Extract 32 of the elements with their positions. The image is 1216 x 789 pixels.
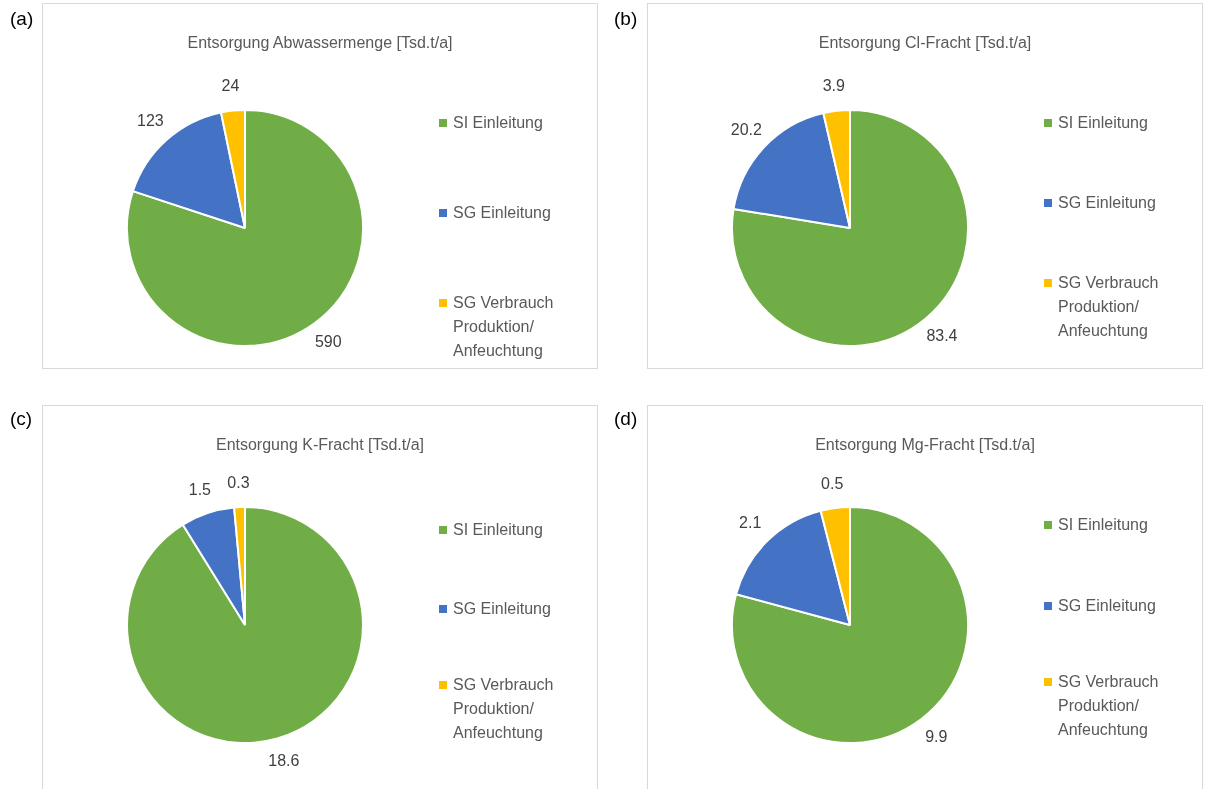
data-label: 83.4 bbox=[926, 326, 958, 344]
chart-title: Entsorgung Abwassermenge [Tsd.t/a] bbox=[186, 34, 454, 52]
data-label: 20.2 bbox=[730, 121, 763, 139]
data-label: 24 bbox=[221, 77, 240, 95]
text: (a) bbox=[10, 8, 34, 30]
text: (d) bbox=[614, 408, 638, 430]
legend-label: SG Einleitung bbox=[1058, 596, 1156, 616]
legend-label: SI Einleitung bbox=[453, 113, 543, 133]
data-label: 3.9 bbox=[822, 77, 846, 95]
legend-label: SG Verbrauch Produktion/ Anfeuchtung bbox=[453, 675, 555, 743]
legend-label: SG Verbrauch Produktion/ Anfeuchtung bbox=[1058, 273, 1160, 341]
chart-title: Entsorgung Cl-Fracht [Tsd.t/a] bbox=[817, 34, 1033, 52]
data-label: 2.1 bbox=[739, 514, 762, 532]
legend-label: SG Einleitung bbox=[1058, 193, 1156, 213]
data-label: 0.3 bbox=[227, 473, 250, 491]
legend-label: SG Einleitung bbox=[453, 599, 551, 619]
legend-label: SG Verbrauch Produktion/ Anfeuchtung bbox=[453, 293, 555, 361]
chart-title: Entsorgung Mg-Fracht [Tsd.t/a] bbox=[814, 436, 1036, 454]
chart-title: Entsorgung K-Fracht [Tsd.t/a] bbox=[214, 436, 426, 454]
legend-label: SI Einleitung bbox=[453, 520, 543, 540]
data-label: 590 bbox=[314, 333, 342, 351]
text: (c) bbox=[10, 408, 33, 430]
legend-label: SG Einleitung bbox=[453, 203, 551, 223]
legend-label: SI Einleitung bbox=[1058, 515, 1148, 535]
data-label: 123 bbox=[137, 112, 164, 130]
data-label: 9.9 bbox=[925, 728, 948, 746]
legend-label: SG Verbrauch Produktion/ Anfeuchtung bbox=[1058, 672, 1160, 740]
legend-label: SI Einleitung bbox=[1058, 113, 1148, 133]
data-label: 18.6 bbox=[268, 751, 300, 769]
text: (b) bbox=[614, 8, 638, 30]
data-label: 0.5 bbox=[821, 474, 844, 492]
data-label: 1.5 bbox=[188, 480, 212, 498]
